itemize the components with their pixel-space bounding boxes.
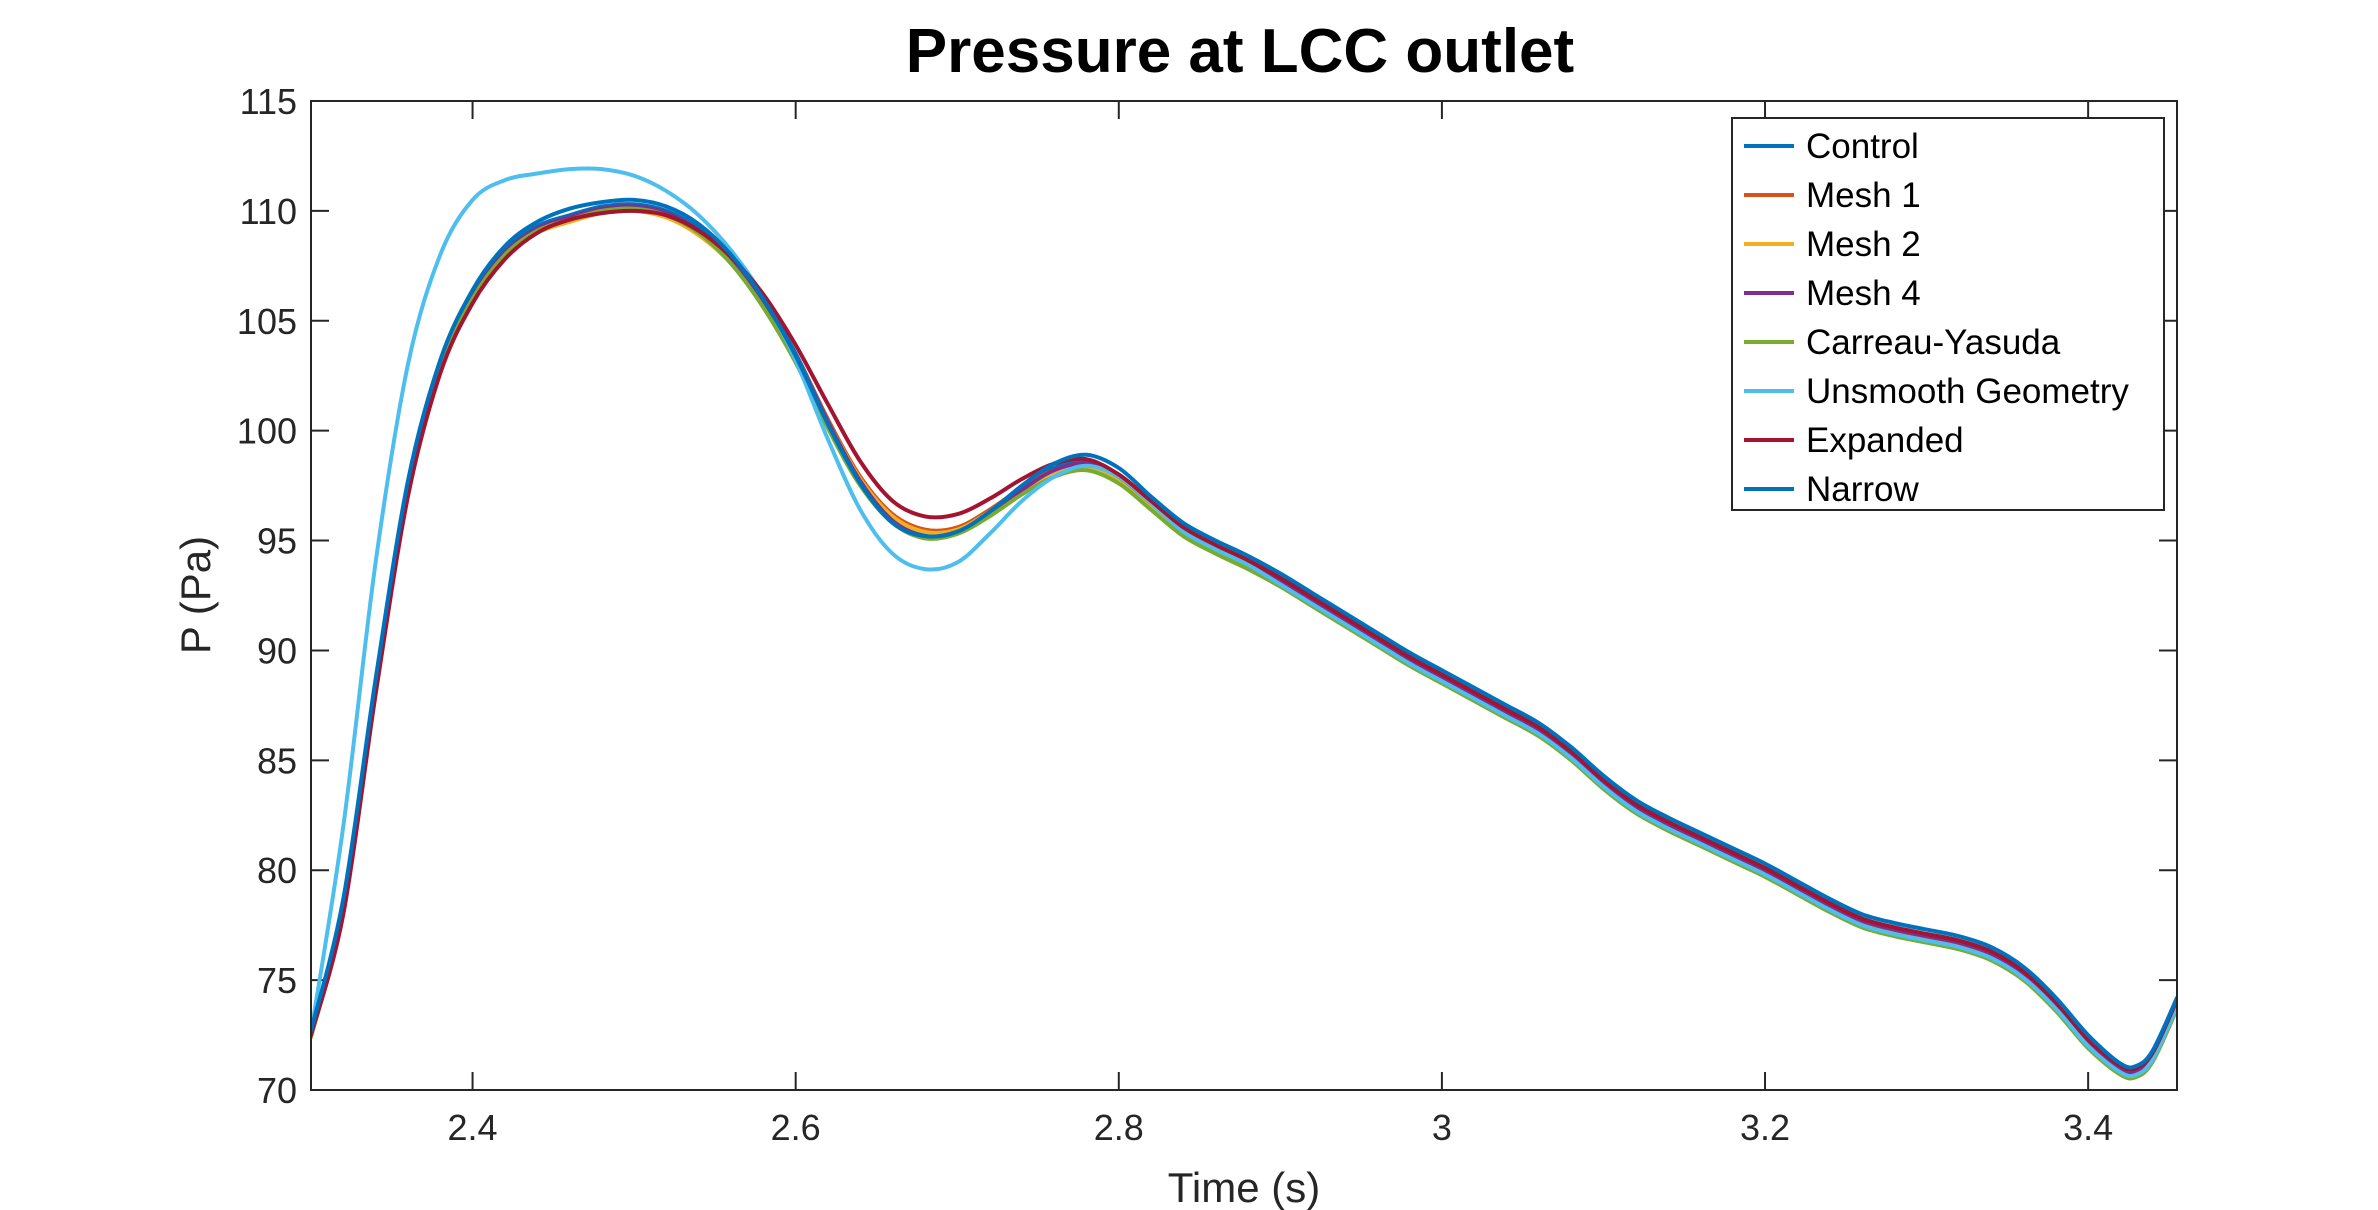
chart-title: Pressure at LCC outlet (906, 17, 1574, 86)
y-tick-label: 85 (257, 740, 297, 781)
legend-item: Expanded (1744, 421, 1964, 460)
legend-label: Mesh 4 (1806, 274, 1921, 313)
series-lines (311, 166, 2177, 1081)
legend-label: Unsmooth Geometry (1806, 372, 2129, 411)
legend-label: Mesh 2 (1806, 225, 1921, 264)
x-tick-label: 2.6 (771, 1107, 821, 1148)
y-axis-ticks: 70 75 80 85 90 95 100 105 110 115 (237, 81, 2177, 1111)
legend-label: Control (1806, 127, 1919, 166)
legend-item: Control (1744, 127, 1919, 166)
series-line-narrow (311, 197, 2177, 1070)
legend: Control Mesh 1 Mesh 2 Mesh 4 Carreau-Yasuda U… (1731, 117, 2165, 511)
legend-label: Expanded (1806, 421, 1964, 460)
y-axis-label: P (Pa) (172, 536, 219, 654)
y-tick-label: 100 (237, 411, 297, 452)
y-tick-label: 70 (257, 1070, 297, 1111)
y-tick-label: 75 (257, 960, 297, 1001)
legend-item: Mesh 1 (1744, 176, 1921, 215)
x-tick-label: 3.2 (1740, 1107, 1790, 1148)
y-tick-label: 110 (240, 191, 297, 232)
legend-item: Carreau-Yasuda (1744, 323, 2061, 362)
x-axis-ticks: 2.4 2.6 2.8 3 3.2 3.4 (448, 101, 2113, 1148)
x-tick-label: 3.4 (2063, 1107, 2113, 1148)
legend-item: Mesh 2 (1744, 225, 1921, 264)
legend-item: Unsmooth Geometry (1744, 372, 2129, 411)
x-tick-label: 2.8 (1094, 1107, 1144, 1148)
x-tick-label: 2.4 (448, 1107, 498, 1148)
y-tick-label: 95 (257, 521, 297, 562)
y-tick-label: 80 (257, 850, 297, 891)
series-line-unsmooth-geometry (311, 166, 2177, 1079)
legend-item: Narrow (1744, 470, 1920, 509)
legend-label: Carreau-Yasuda (1806, 323, 2061, 362)
legend-box (1731, 117, 2165, 511)
y-tick-label: 115 (240, 81, 297, 122)
legend-label: Narrow (1806, 470, 1920, 509)
y-tick-label: 105 (237, 301, 297, 342)
axes-box (310, 100, 2178, 1091)
legend-label: Mesh 1 (1806, 176, 1921, 215)
y-tick-label: 90 (257, 630, 297, 671)
x-axis-label: Time (s) (1168, 1164, 1320, 1210)
x-tick-label: 3 (1432, 1107, 1452, 1148)
series-line-expanded (311, 208, 2177, 1072)
legend-item: Mesh 4 (1744, 274, 1921, 313)
